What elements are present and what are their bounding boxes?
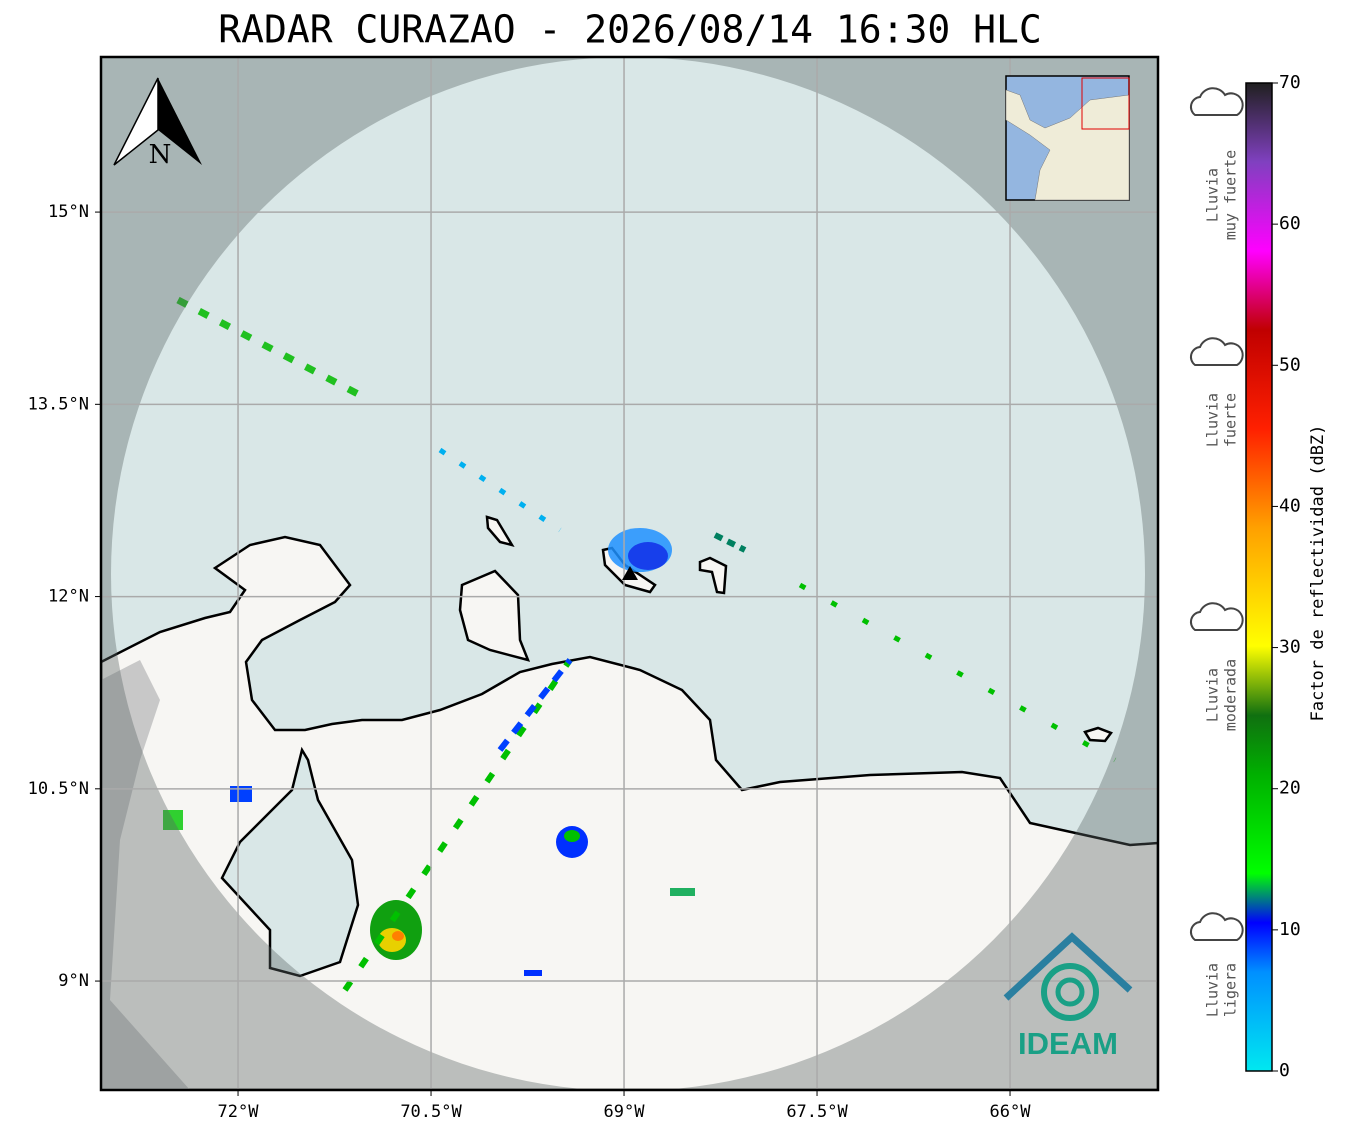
- colorbar-ticks: 0 10 20 30 40 50 60 70: [1272, 72, 1301, 1081]
- colorbar-tick-label: 20: [1279, 778, 1301, 799]
- colorbar-label: Factor de reflectividad (dBZ): [1308, 425, 1328, 722]
- colorbar-tick-label: 60: [1279, 213, 1301, 234]
- legend-icon: [1189, 337, 1244, 366]
- legend-label: Lluvia: [1204, 668, 1222, 722]
- legend-icon: [1189, 602, 1244, 631]
- colombia-interior: [101, 660, 190, 1090]
- map: N IDEAM: [101, 57, 1158, 1090]
- legend-label: ligera: [1222, 963, 1240, 1017]
- y-tick-label: 12°N: [48, 587, 89, 607]
- colorbar-tick-label: 10: [1279, 919, 1301, 940]
- axis-labels: 72°W 70.5°W 69°W 67.5°W 66°W 15°N 13.5°N 12°N 10…: [28, 202, 1032, 1122]
- title: RADAR CURAZAO - 2026/08/14 16:30 HLC: [218, 8, 1042, 52]
- legend-label: muy fuerte: [1222, 150, 1240, 240]
- island-margarita: [1083, 726, 1113, 743]
- ideam-logo: IDEAM: [1003, 932, 1133, 1061]
- north-arrow: N: [113, 77, 202, 170]
- y-tick-label: 10.5°N: [28, 779, 89, 799]
- legend-label: moderada: [1222, 659, 1240, 731]
- lake-maracaibo: [220, 746, 360, 978]
- inset-map: [1005, 75, 1130, 201]
- y-tick-label: 13.5°N: [28, 394, 89, 414]
- y-tick-label: 9°N: [58, 971, 89, 991]
- colorbar-tick-label: 70: [1279, 72, 1301, 93]
- legend-label: Lluvia: [1204, 393, 1222, 447]
- colorbar-tick-label: 0: [1279, 1060, 1290, 1081]
- legend-icon: [1189, 912, 1244, 941]
- legend-label: fuerte: [1222, 393, 1240, 447]
- legend-label: Lluvia: [1204, 963, 1222, 1017]
- legend-label: Lluvia: [1204, 168, 1222, 222]
- logo-text: IDEAM: [1018, 1026, 1118, 1061]
- paraguana: [458, 569, 531, 662]
- map-frame: [99, 55, 1160, 1092]
- island-aruba: [485, 515, 515, 547]
- x-tick-label: 70.5°W: [400, 1102, 462, 1122]
- radar-echoes: [163, 296, 1117, 992]
- colorbar-tick-label: 40: [1279, 495, 1301, 516]
- y-tick-label: 15°N: [48, 202, 89, 222]
- island-bonaire: [698, 556, 728, 595]
- x-tick-label: 66°W: [990, 1102, 1032, 1122]
- radar-site: [622, 566, 638, 580]
- north-label: N: [149, 140, 172, 170]
- colorbar-tick-label: 30: [1279, 637, 1301, 658]
- x-tick-label: 67.5°W: [786, 1102, 848, 1122]
- graticule: [101, 57, 1158, 1090]
- colorbar: [1245, 82, 1273, 1072]
- legend-icon: [1189, 87, 1244, 116]
- x-tick-label: 69°W: [604, 1102, 646, 1122]
- colorbar-tick-label: 50: [1279, 354, 1301, 375]
- x-tick-label: 72°W: [218, 1102, 260, 1122]
